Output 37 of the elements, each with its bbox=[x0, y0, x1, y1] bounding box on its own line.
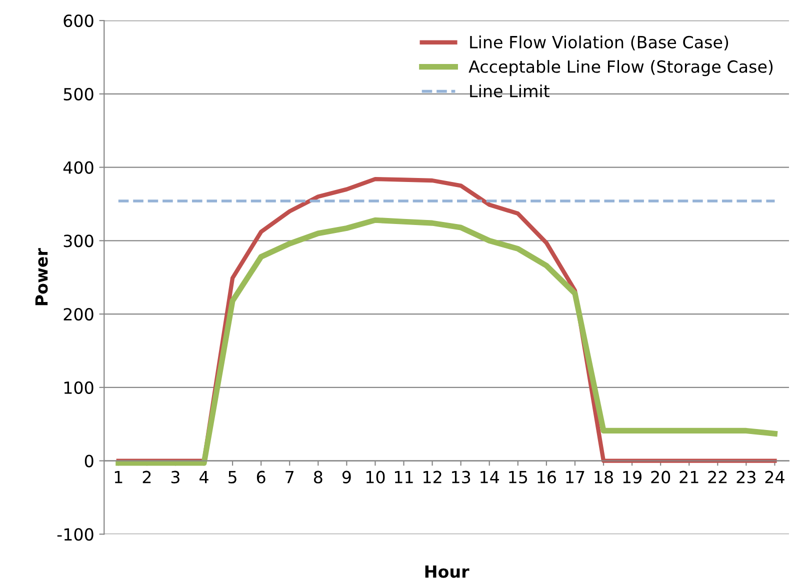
x-tick-label: 11 bbox=[394, 471, 413, 484]
legend-label: Acceptable Line Flow (Storage Case) bbox=[468, 60, 773, 76]
x-tick-label: 1 bbox=[114, 471, 122, 484]
x-tick-label: 8 bbox=[314, 470, 322, 484]
x-tick-label: 16 bbox=[538, 470, 556, 484]
x-tick-label: 4 bbox=[200, 471, 208, 484]
x-tick-label: 15 bbox=[509, 471, 528, 484]
y-tick-label: 0 bbox=[84, 454, 94, 468]
y-axis-title: Power bbox=[35, 248, 48, 306]
x-tick-label: 18 bbox=[594, 470, 613, 484]
x-tick-label: 14 bbox=[480, 471, 500, 484]
x-tick-label: 12 bbox=[424, 470, 442, 484]
x-axis-title: Hour bbox=[425, 566, 470, 578]
x-tick-label: 7 bbox=[286, 471, 294, 484]
y-tick-label: 200 bbox=[64, 308, 94, 321]
x-tick-label: 23 bbox=[736, 470, 756, 484]
x-tick-label: 3 bbox=[171, 470, 180, 484]
x-tick-label: 5 bbox=[228, 471, 236, 484]
x-tick-label: 17 bbox=[566, 471, 584, 484]
y-tick-label: 500 bbox=[64, 88, 94, 100]
y-tick-label: 300 bbox=[64, 234, 94, 248]
legend-label: Line Limit bbox=[470, 84, 550, 98]
x-tick-label: 22 bbox=[708, 470, 727, 484]
x-tick-label: 21 bbox=[680, 470, 698, 484]
x-tick-label: 2 bbox=[142, 470, 151, 484]
y-tick-label: 400 bbox=[63, 161, 94, 174]
x-tick-label: 20 bbox=[651, 470, 670, 484]
y-tick-label: -100 bbox=[57, 528, 94, 541]
y-tick-label: 600 bbox=[64, 14, 94, 28]
x-tick-label: 10 bbox=[366, 470, 385, 484]
x-tick-label: 24 bbox=[765, 470, 784, 484]
y-tick-label: 100 bbox=[64, 381, 94, 394]
legend-label: Line Flow Violation (Base Case) bbox=[470, 36, 728, 50]
x-tick-label: 6 bbox=[256, 470, 266, 484]
x-tick-label: 9 bbox=[342, 470, 351, 484]
x-tick-label: 13 bbox=[452, 470, 470, 484]
x-tick-label: 19 bbox=[623, 470, 642, 484]
